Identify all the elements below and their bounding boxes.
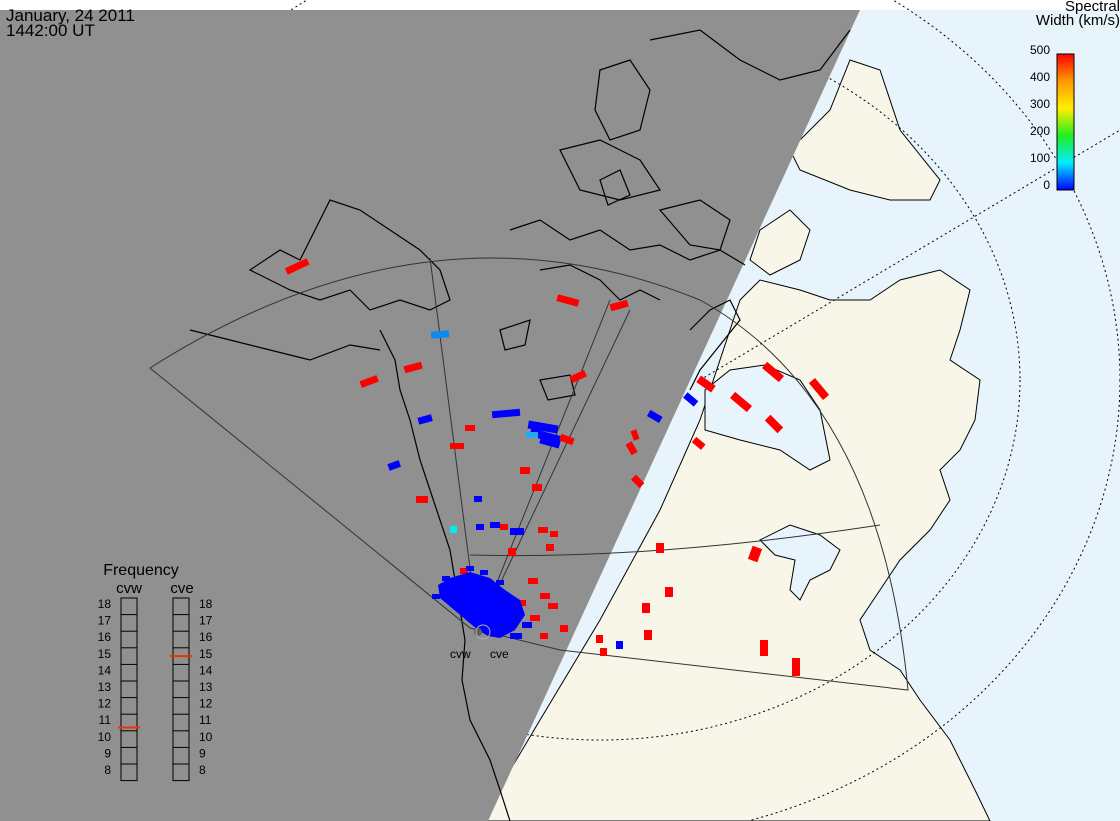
timestamp-header: January, 24 2011 1442:00 UT	[6, 6, 135, 40]
colorbar-title-line1: Spectral	[1064, 0, 1120, 15]
frequency-tick-11: 11	[99, 713, 112, 727]
frequency-column-cvw	[120, 597, 138, 782]
frequency-tick-14: 14	[199, 663, 213, 677]
frequency-tick-13: 13	[98, 680, 112, 694]
north-america-land	[488, 269, 991, 821]
frequency-tick-10: 10	[199, 730, 213, 744]
fov-beam-2	[477, 299, 611, 631]
frequency-title: Frequency	[103, 562, 179, 579]
colorbar-tick-200: 200	[1030, 124, 1050, 138]
frequency-tick-17: 17	[199, 614, 213, 628]
colorbar-tick-400: 400	[1030, 70, 1050, 84]
baffin-land	[749, 209, 811, 276]
fov-beam-3	[477, 309, 631, 631]
colorbar-tick-0: 0	[1043, 178, 1050, 192]
frequency-scale: 18 17 16 15 14 13 12 11 10 9 8 18 17 16 15 14 13 12 11 10 9 8	[98, 597, 213, 777]
echo-cyan	[430, 330, 538, 533]
colorbar-tick-500: 500	[1030, 43, 1050, 57]
echo-red	[284, 258, 830, 676]
frequency-tick-12: 12	[199, 697, 213, 711]
frequency-tick-9: 9	[104, 746, 111, 760]
colorbar: 500 400 300 200 100 0	[1030, 43, 1075, 192]
colorbar-tick-300: 300	[1030, 97, 1050, 111]
echo-blue	[387, 392, 699, 649]
frequency-tick-18: 18	[199, 597, 213, 611]
frequency-tick-14: 14	[98, 663, 112, 677]
frequency-tick-10: 10	[98, 730, 112, 744]
greenland-land	[789, 59, 941, 201]
fov-outline	[149, 257, 909, 691]
radar-sites: cvw cve	[450, 624, 509, 661]
frequency-tick-16: 16	[199, 630, 213, 644]
time-label: 1442:00 UT	[6, 21, 95, 40]
echo-blue-fan	[438, 572, 525, 638]
frequency-tick-9: 9	[199, 746, 206, 760]
frequency-radar-cve: cve	[170, 580, 193, 597]
hudson-bay-water	[704, 364, 831, 471]
frequency-tick-12: 12	[98, 697, 112, 711]
frequency-tick-18: 18	[98, 597, 112, 611]
colorbar-tick-100: 100	[1030, 151, 1050, 165]
radar-site-cvw	[474, 628, 482, 636]
frequency-panel: Frequency cvw cve 1817161514131211109818…	[98, 562, 213, 782]
frequency-tick-11: 11	[199, 713, 212, 727]
radar-label-cve: cve	[490, 647, 509, 661]
frequency-bars	[118, 597, 192, 782]
radar-label-cvw: cvw	[450, 647, 471, 661]
frequency-tick-16: 16	[98, 630, 112, 644]
date-label: January, 24 2011	[6, 6, 135, 25]
frequency-tick-17: 17	[98, 614, 112, 628]
day-landmasses	[488, 59, 991, 821]
frequency-tick-13: 13	[199, 680, 213, 694]
echo-cells	[284, 258, 830, 676]
day-side	[79, 0, 1120, 821]
frequency-radar-cvw: cvw	[116, 580, 142, 597]
radar-site-cve	[475, 624, 491, 640]
frequency-column-cve	[172, 597, 190, 782]
frequency-tick-8: 8	[104, 763, 111, 777]
great-lakes-water	[759, 524, 841, 601]
night-coastlines	[189, 29, 851, 821]
colorbar-title: Spectral Width (km/s)	[1008, 0, 1120, 28]
colorbar-title-line2: Width (km/s)	[1035, 12, 1120, 29]
frequency-tick-8: 8	[199, 763, 206, 777]
colorbar-gradient	[1056, 53, 1075, 191]
frequency-tick-15: 15	[199, 647, 213, 661]
frequency-tick-15: 15	[98, 647, 112, 661]
